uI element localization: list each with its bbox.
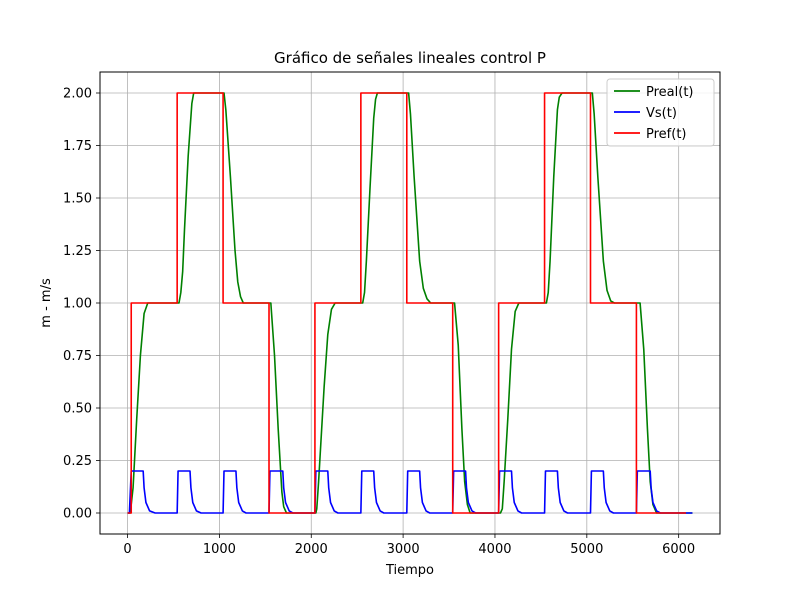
y-tick-label: 0.00 (63, 507, 92, 522)
x-axis-label: Tiempo (385, 563, 434, 578)
x-tick-label: 6000 (662, 542, 695, 557)
legend: Preal(t) Vs(t) Pref(t) (606, 78, 715, 147)
x-tick-label: 3000 (387, 542, 420, 557)
y-tick-label: 1.25 (63, 244, 92, 259)
y-tick-label: 0.25 (63, 454, 92, 469)
y-tick-label: 1.00 (63, 297, 92, 312)
y-tick-label: 1.75 (63, 139, 92, 154)
y-tick-label: 0.75 (63, 349, 92, 364)
x-tick-label: 4000 (478, 542, 511, 557)
series-line-vs (127, 470, 693, 514)
series-line-pref (127, 92, 687, 514)
legend-label-vs: Vs(t) (646, 106, 677, 121)
y-tick-label: 1.50 (63, 192, 92, 207)
y-tick-label: 0.50 (63, 402, 92, 417)
series-lines (127, 92, 693, 514)
x-tick-label: 1000 (203, 542, 236, 557)
x-tick-label: 5000 (570, 542, 603, 557)
x-tick-label: 2000 (295, 542, 328, 557)
legend-label-preal: Preal(t) (646, 85, 694, 100)
chart-title: Gráfico de señales lineales control P (274, 49, 546, 67)
x-tick-label: 0 (123, 542, 131, 557)
y-tick-label: 2.00 (63, 87, 92, 102)
legend-box (606, 78, 715, 147)
axis-ticks: 0 1000 2000 3000 4000 5000 6000 0.00 0.25 0.50 0.7… (63, 87, 695, 558)
legend-label-pref: Pref(t) (646, 127, 687, 142)
y-axis-label: m - m/s (39, 278, 54, 328)
